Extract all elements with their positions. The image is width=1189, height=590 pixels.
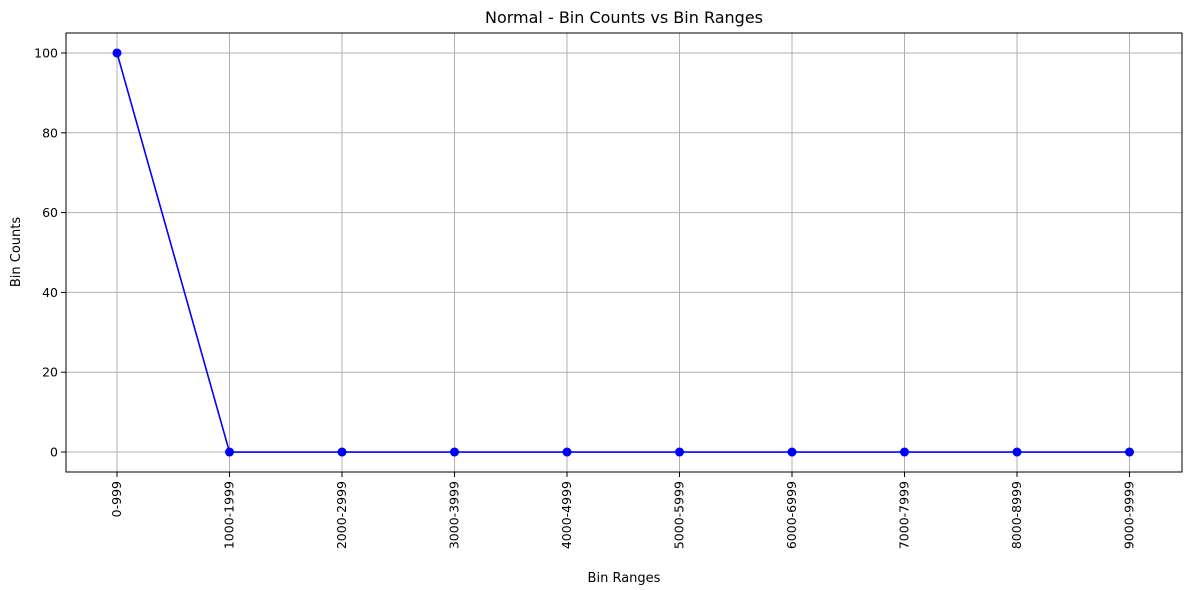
y-tick-label: 60 [42, 205, 58, 220]
x-tick-label: 1000-1999 [222, 481, 237, 549]
plot-frame [65, 32, 1183, 473]
data-point [1012, 447, 1022, 457]
grid [66, 33, 1182, 472]
x-tick-label: 0-999 [109, 481, 124, 517]
data-point [1125, 447, 1134, 457]
x-tick-label: 6000-6999 [784, 481, 799, 549]
x-tick-label: 8000-8999 [1009, 481, 1024, 549]
x-axis: 0-999 1000-1999 2000-2999 3000-3999 4000-499… [109, 472, 1137, 549]
y-tick-label: 80 [42, 125, 58, 140]
data-point [225, 447, 234, 457]
data-point [337, 447, 347, 457]
y-tick-label: 100 [34, 45, 58, 60]
series-line [116, 52, 1130, 453]
x-tick-label: 9000-9999 [1122, 481, 1137, 549]
x-tick-label: 7000-7999 [897, 481, 912, 549]
data-point [675, 447, 684, 457]
data-point [900, 447, 909, 457]
y-axis-label: Bin Counts [9, 217, 24, 288]
data-point [562, 447, 572, 457]
data-point [787, 447, 797, 457]
data-point [112, 48, 122, 58]
y-tick-label: 0 [50, 445, 58, 460]
chart-title: Normal - Bin Counts vs Bin Ranges [485, 8, 763, 27]
x-tick-label: 2000-2999 [334, 481, 349, 549]
series [112, 48, 1134, 457]
data-point [450, 447, 459, 457]
y-tick-label: 20 [42, 365, 58, 380]
x-tick-label: 4000-4999 [559, 481, 574, 549]
y-axis: 0 20 40 60 80 100 [34, 45, 66, 460]
x-tick-label: 3000-3999 [447, 481, 462, 549]
x-axis-label: Bin Ranges [588, 571, 661, 586]
x-tick-label: 5000-5999 [672, 481, 687, 549]
y-tick-label: 40 [42, 285, 58, 300]
